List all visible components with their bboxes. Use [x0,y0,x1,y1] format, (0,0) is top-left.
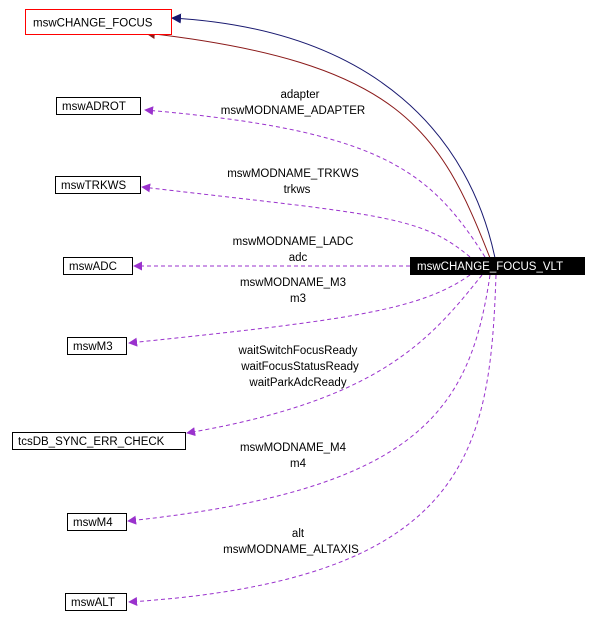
edge-label-alt-2: mswMODNAME_ALTAXIS [223,544,359,556]
edge-label-alt-1: alt [292,528,305,540]
svg-text:mswADC: mswADC [69,261,117,273]
edge-label-m3-2: m3 [290,293,306,305]
svg-text:mswALT: mswALT [71,597,115,609]
edge-label-m4-2: m4 [290,458,307,470]
node-change-focus-vlt[interactable]: mswCHANGE_FOCUS_VLT [410,257,585,275]
node-trkws[interactable]: mswTRKWS [55,176,141,194]
edge-label-trkws-1: mswMODNAME_TRKWS [227,168,359,180]
edge-label-adrot-2: mswMODNAME_ADAPTER [221,105,365,117]
uses-edge-adrot [144,106,486,258]
node-adc[interactable]: mswADC [63,257,133,275]
edge-label-m4-1: mswMODNAME_M4 [240,442,347,454]
uses-edge-m3 [128,274,471,347]
inherit-edge-protected [145,29,491,259]
svg-text:mswCHANGE_FOCUS: mswCHANGE_FOCUS [33,18,153,30]
node-alt[interactable]: mswALT [65,593,127,611]
svg-text:mswADROT: mswADROT [62,101,126,113]
svg-text:mswTRKWS: mswTRKWS [61,180,126,192]
svg-text:tcsDB_SYNC_ERR_CHECK: tcsDB_SYNC_ERR_CHECK [18,436,165,448]
svg-text:mswM3: mswM3 [73,341,113,353]
edge-label-trkws-2: trkws [284,184,311,196]
edge-label-tcsdb-2: waitFocusStatusReady [240,361,359,373]
edge-label-adrot-1: adapter [280,89,319,101]
svg-text:mswM4: mswM4 [73,517,113,529]
edge-label-m3-1: mswMODNAME_M3 [240,277,346,289]
inherit-edge-public [171,13,496,259]
node-m4[interactable]: mswM4 [67,513,127,531]
edge-label-tcsdb-1: waitSwitchFocusReady [238,345,358,357]
uses-edge-alt [128,274,497,606]
svg-text:mswCHANGE_FOCUS_VLT: mswCHANGE_FOCUS_VLT [417,261,563,273]
node-change-focus[interactable]: mswCHANGE_FOCUS [25,9,172,35]
node-adrot[interactable]: mswADROT [56,97,141,115]
edge-label-adc-1: mswMODNAME_LADC [233,236,354,248]
node-m3[interactable]: mswM3 [67,337,127,355]
uses-edge-m4 [127,274,491,525]
edge-label-tcsdb-3: waitParkAdcReady [248,377,346,389]
uses-edge-trkws [141,183,471,258]
edge-label-adc-2: adc [289,252,308,264]
uses-edge-tcsdb [186,274,483,437]
node-tcsdb[interactable]: tcsDB_SYNC_ERR_CHECK [12,432,186,450]
